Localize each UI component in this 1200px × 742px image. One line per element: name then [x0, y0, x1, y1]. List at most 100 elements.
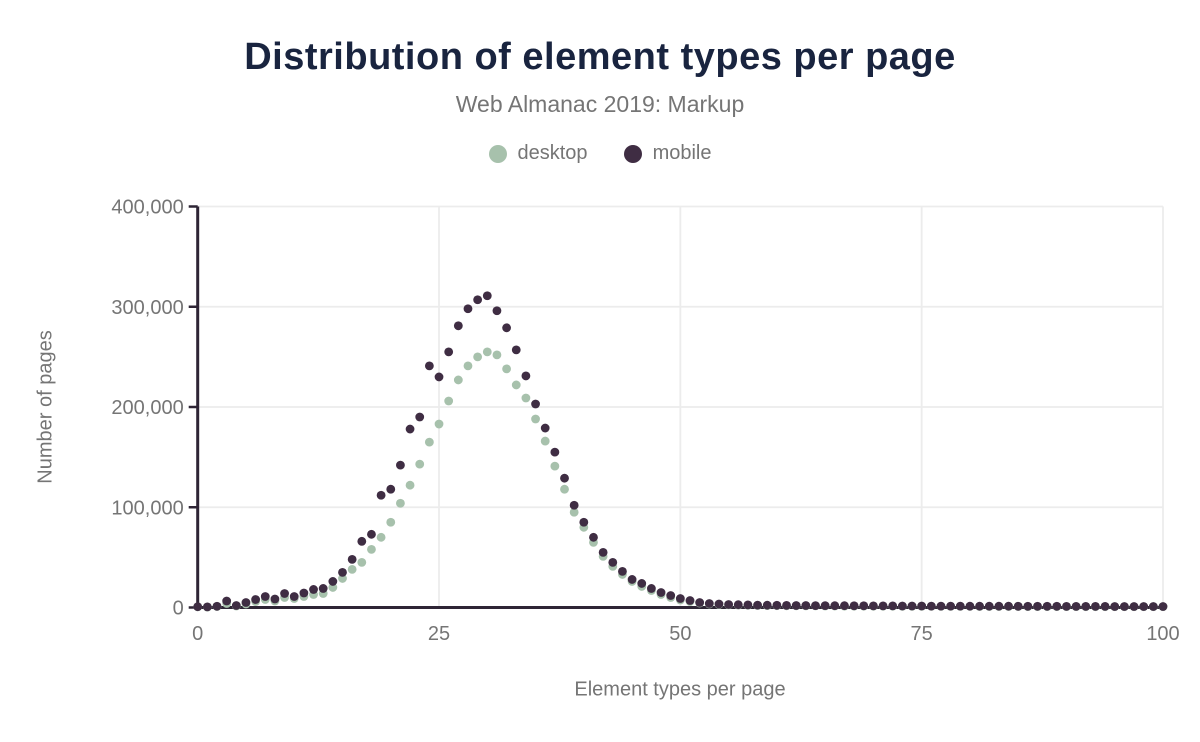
mobile-data-point [280, 589, 289, 598]
mobile-data-point [811, 601, 820, 610]
mobile-data-point [1148, 602, 1158, 611]
mobile-data-point [540, 423, 550, 433]
desktop-data-point [415, 459, 425, 469]
mobile-data-point [1052, 601, 1062, 611]
mobile-data-point [1081, 601, 1091, 611]
mobile-data-point [888, 601, 898, 611]
mobile-data-point [598, 547, 608, 557]
mobile-data-point [511, 345, 521, 355]
mobile-data-point [589, 532, 598, 542]
desktop-data-point [338, 574, 347, 583]
mobile-data-point [1071, 601, 1081, 611]
mobile-data-point [415, 412, 425, 422]
mobile-data-point [994, 601, 1004, 611]
mobile-data-point [347, 554, 357, 564]
mobile-data-point [1139, 602, 1149, 611]
desktop-data-point [444, 396, 454, 406]
legend-item-desktop[interactable]: desktop [488, 142, 588, 165]
desktop-data-point [569, 507, 579, 517]
mobile-data-point [801, 601, 811, 610]
mobile-data-point [463, 304, 473, 314]
mobile-data-point [289, 592, 299, 601]
mobile-data-point [434, 372, 444, 382]
mobile-data-point [386, 484, 396, 494]
desktop-data-point [511, 380, 521, 390]
mobile-data-point [897, 601, 907, 611]
desktop-data-point [463, 361, 473, 371]
desktop-data-point [376, 532, 386, 542]
mobile-data-point [646, 584, 656, 593]
mobile-data-point [212, 601, 222, 611]
mobile-data-point [907, 601, 917, 611]
mobile-data-point [260, 592, 270, 601]
mobile-data-point [482, 291, 492, 301]
mobile-data-point [772, 600, 782, 610]
mobile-data-point [733, 600, 743, 610]
mobile-data-point [502, 323, 511, 333]
desktop-data-point [424, 437, 434, 447]
mobile-data-point [531, 399, 540, 409]
desktop-data-point [531, 414, 540, 424]
mobile-data-point [241, 598, 251, 607]
desktop-data-point [540, 436, 550, 446]
mobile-data-point [328, 577, 338, 586]
mobile-data-point [965, 601, 975, 611]
mobile-data-point [1129, 602, 1139, 611]
mobile-data-point [917, 601, 927, 611]
mobile-data-point [453, 321, 463, 331]
mobile-data-point [1119, 602, 1129, 611]
mobile-data-point [926, 601, 936, 611]
mobile-data-point [270, 594, 280, 604]
y-tick-label: 0 [173, 598, 184, 620]
x-tick-label: 25 [428, 623, 450, 645]
mobile-data-point [1062, 601, 1071, 611]
y-tick-label: 400,000 [111, 197, 183, 219]
mobile-data-point [627, 575, 637, 584]
mobile-data-point [782, 600, 791, 610]
mobile-data-point [753, 600, 762, 610]
mobile-data-point [396, 460, 405, 470]
mobile-data-point [762, 600, 772, 610]
legend-label-desktop: desktop [517, 142, 588, 164]
desktop-data-point [405, 480, 415, 490]
mobile-data-point [222, 596, 232, 606]
page-title: Distribution of element types per page [244, 36, 956, 78]
mobile-data-point [193, 602, 203, 612]
y-tick-label: 300,000 [111, 297, 183, 319]
chart-subtitle: Web Almanac 2019: Markup [455, 91, 745, 117]
mobile-data-point [946, 601, 956, 611]
desktop-data-point [386, 517, 396, 527]
mobile-data-point [724, 600, 734, 609]
mobile-data-point [666, 591, 676, 600]
y-tick-label: 200,000 [111, 397, 183, 419]
mobile-data-point [714, 599, 724, 609]
mobile-data-point [791, 601, 801, 610]
mobile-data-point [936, 601, 946, 611]
desktop-data-point [492, 350, 502, 360]
x-tick-label: 50 [669, 623, 691, 645]
mobile-data-point [1110, 602, 1120, 611]
mobile-data-point [550, 447, 560, 457]
mobile-data-point [424, 361, 434, 371]
desktop-data-point [482, 347, 492, 357]
mobile-data-point [618, 567, 627, 576]
mobile-data-point [318, 584, 328, 593]
mobile-data-point [521, 371, 531, 381]
desktop-data-point [367, 544, 376, 554]
desktop-data-point [347, 565, 357, 574]
mobile-data-point [560, 473, 569, 483]
desktop-data-point [396, 498, 405, 508]
mobile-data-point [1042, 601, 1052, 611]
desktop-data-point [502, 364, 511, 374]
mobile-data-point [1100, 601, 1110, 611]
legend-item-mobile[interactable]: mobile [623, 142, 712, 165]
mobile-data-point [830, 601, 840, 611]
mobile-data-point [338, 568, 347, 577]
desktop-data-point [473, 352, 483, 362]
legend-label-mobile: mobile [652, 142, 712, 164]
mobile-data-point [1158, 602, 1168, 611]
mobile-data-point [231, 601, 241, 610]
desktop-data-point [521, 393, 531, 403]
